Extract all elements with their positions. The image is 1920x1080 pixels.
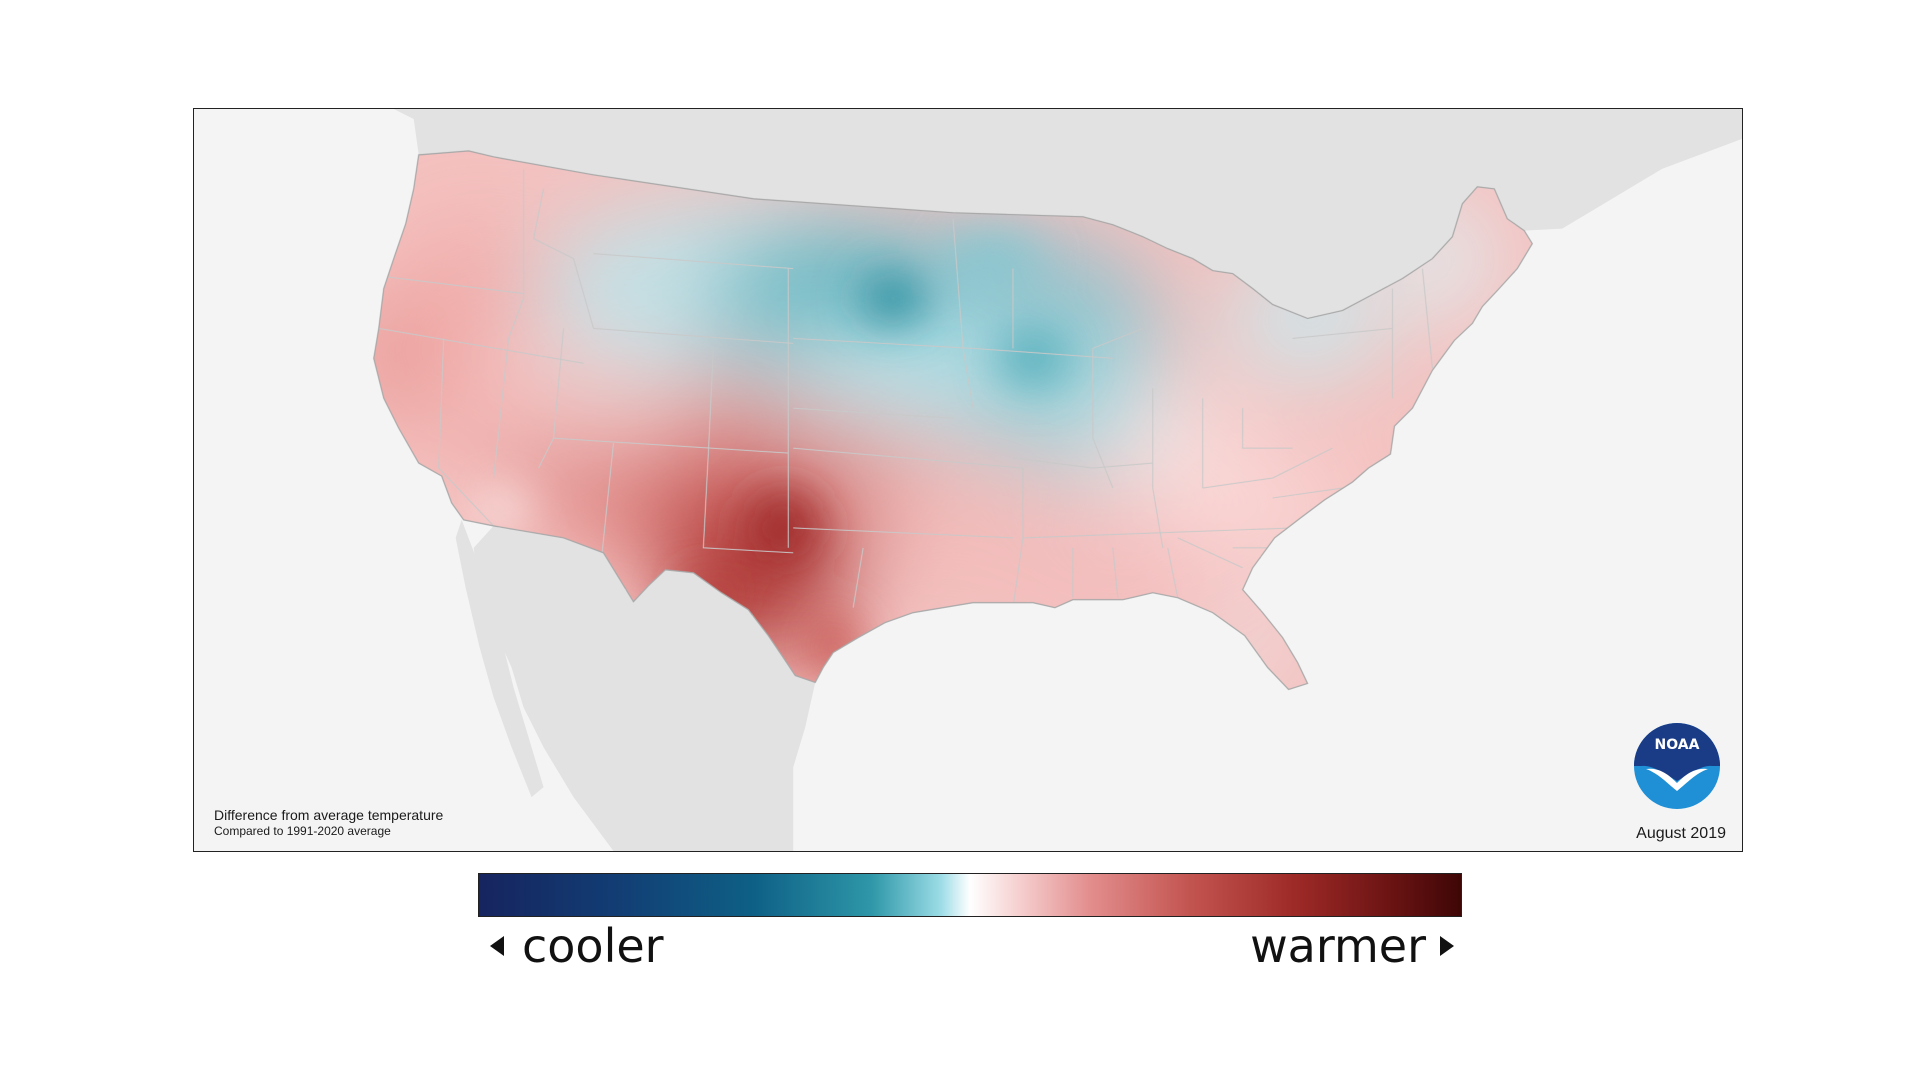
caption-subtitle: Compared to 1991-2020 average — [214, 824, 391, 838]
temperature-anomaly-map — [373, 109, 1742, 851]
noaa-logo: NOAA — [1634, 723, 1720, 809]
state-boundaries — [378, 168, 1433, 608]
color-scale-bar — [478, 873, 1462, 917]
warmer-legend: warmer — [1250, 918, 1454, 974]
date-label: August 2019 — [1636, 825, 1726, 842]
noaa-logo-text: NOAA — [1655, 737, 1700, 753]
warmer-label: warmer — [1250, 919, 1426, 973]
cooler-legend: cooler — [490, 918, 664, 974]
neighbor-land — [393, 109, 1742, 851]
right-arrow-icon — [1440, 936, 1454, 956]
map-caption: Difference from average temperature Comp… — [214, 806, 443, 839]
cooler-label: cooler — [522, 919, 664, 973]
map-panel: NOAA Difference from average temperature… — [193, 108, 1743, 852]
caption-title: Difference from average temperature — [214, 807, 444, 823]
left-arrow-icon — [490, 936, 504, 956]
